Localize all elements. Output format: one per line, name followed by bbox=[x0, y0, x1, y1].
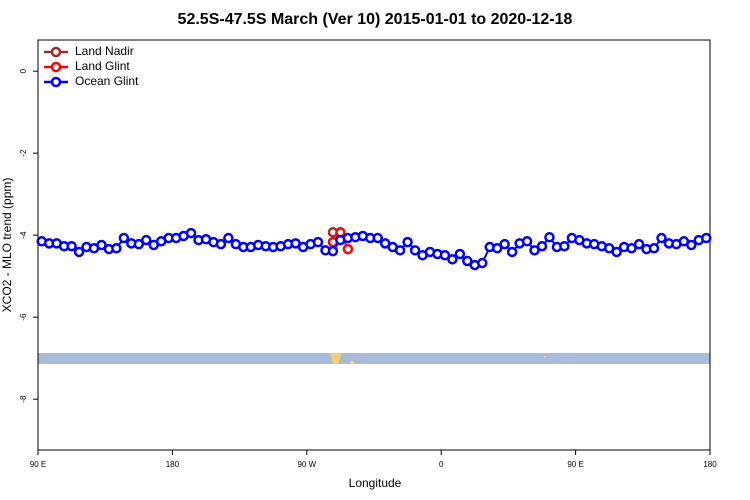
data-point bbox=[701, 232, 712, 244]
data-point bbox=[491, 243, 503, 254]
legend-label: Land Glint bbox=[75, 59, 130, 73]
x-tick-label: 90 E bbox=[567, 460, 583, 469]
data-point bbox=[185, 227, 197, 239]
data-point bbox=[66, 240, 77, 252]
data-point bbox=[529, 245, 540, 256]
y-tick-label: -4 bbox=[19, 231, 28, 239]
data-point bbox=[439, 250, 451, 261]
data-point bbox=[312, 236, 324, 248]
data-point bbox=[409, 245, 421, 256]
data-point bbox=[96, 239, 107, 251]
data-point bbox=[372, 232, 383, 244]
y-tick-label: -6 bbox=[19, 313, 28, 321]
data-point bbox=[477, 257, 488, 269]
data-point bbox=[402, 236, 413, 248]
x-tick-label: 90 W bbox=[297, 460, 316, 469]
data-point bbox=[394, 245, 406, 256]
chart-title: 52.5S-47.5S March (Ver 10) 2015-01-01 to… bbox=[178, 11, 573, 28]
legend-label: Ocean Glint bbox=[75, 74, 139, 88]
x-tick-label: 180 bbox=[166, 460, 180, 469]
y-tick-label: 0 bbox=[19, 68, 28, 73]
data-point bbox=[141, 234, 152, 246]
data-point bbox=[626, 243, 637, 254]
y-tick-label: -8 bbox=[19, 395, 28, 403]
data-point bbox=[633, 238, 645, 250]
legend-marker bbox=[50, 61, 62, 73]
data-point bbox=[506, 246, 518, 258]
data-point bbox=[342, 243, 354, 255]
data-point bbox=[648, 243, 660, 254]
data-point bbox=[454, 248, 466, 260]
data-point bbox=[447, 254, 458, 265]
x-axis-label: Longitude bbox=[349, 476, 402, 490]
data-point bbox=[521, 236, 533, 247]
data-point bbox=[215, 238, 227, 250]
x-tick-label: 180 bbox=[703, 460, 717, 469]
data-point bbox=[73, 246, 85, 258]
data-point bbox=[133, 238, 145, 250]
data-point bbox=[611, 246, 622, 258]
data-point bbox=[111, 243, 122, 254]
data-point bbox=[536, 240, 548, 252]
y-axis-label: XCO2 - MLO trend (ppm) bbox=[0, 178, 14, 313]
data-point bbox=[118, 232, 130, 244]
data-point bbox=[544, 231, 555, 243]
data-point bbox=[462, 255, 473, 267]
y-tick-label: -2 bbox=[19, 149, 28, 157]
legend-marker bbox=[50, 46, 62, 58]
data-point bbox=[559, 240, 570, 252]
data-point bbox=[656, 232, 667, 244]
legend-label: Land Nadir bbox=[75, 44, 134, 58]
data-point bbox=[223, 232, 234, 244]
map-strip bbox=[38, 353, 710, 364]
legend-marker bbox=[50, 76, 62, 88]
data-point bbox=[499, 238, 510, 250]
x-tick-label: 90 E bbox=[30, 460, 46, 469]
data-point bbox=[327, 245, 339, 257]
x-tick-label: 0 bbox=[439, 460, 444, 469]
data-point bbox=[686, 239, 697, 251]
